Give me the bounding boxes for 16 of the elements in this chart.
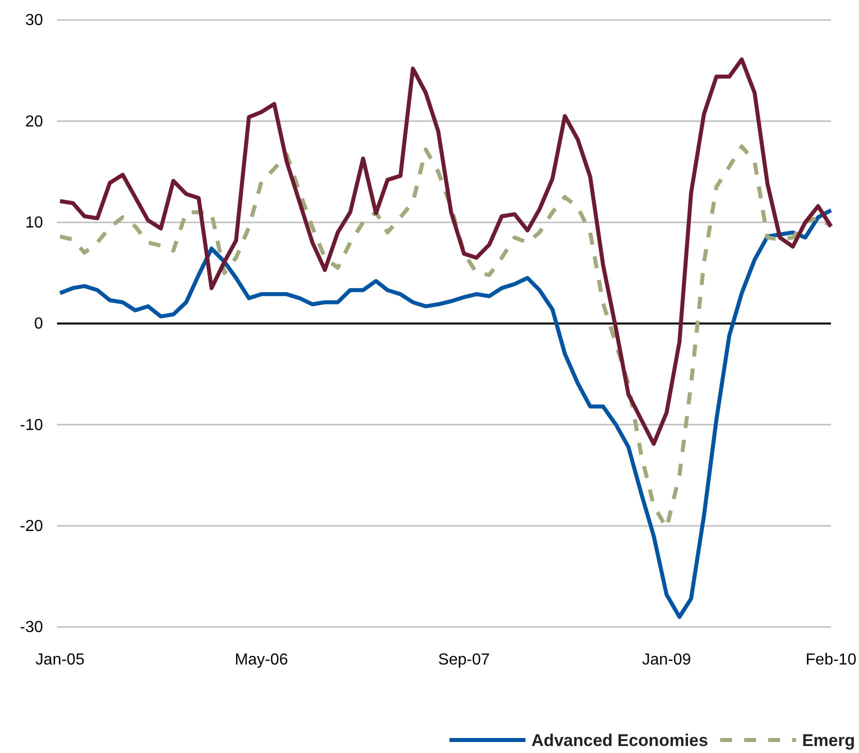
legend-label: Emerg [802, 731, 855, 750]
legend-label: Advanced Economies [531, 731, 708, 750]
line-series [58, 57, 833, 446]
y-tick-label: 30 [25, 12, 44, 30]
x-tick-label: May-06 [234, 651, 288, 668]
y-tick-label: 20 [25, 113, 44, 130]
y-tick-label: 0 [34, 316, 44, 333]
x-tick-label: Jan-09 [642, 651, 692, 668]
x-tick-label: Jan-05 [36, 651, 85, 668]
y-tick-label: -30 [20, 619, 44, 636]
y-tick-label: -20 [20, 518, 44, 535]
x-tick-label: Feb-10 [806, 651, 856, 668]
y-tick-label: -10 [20, 416, 44, 434]
x-tick-label: Sep-07 [438, 651, 490, 668]
y-tick-label: 10 [25, 214, 44, 232]
line-series [58, 208, 833, 619]
